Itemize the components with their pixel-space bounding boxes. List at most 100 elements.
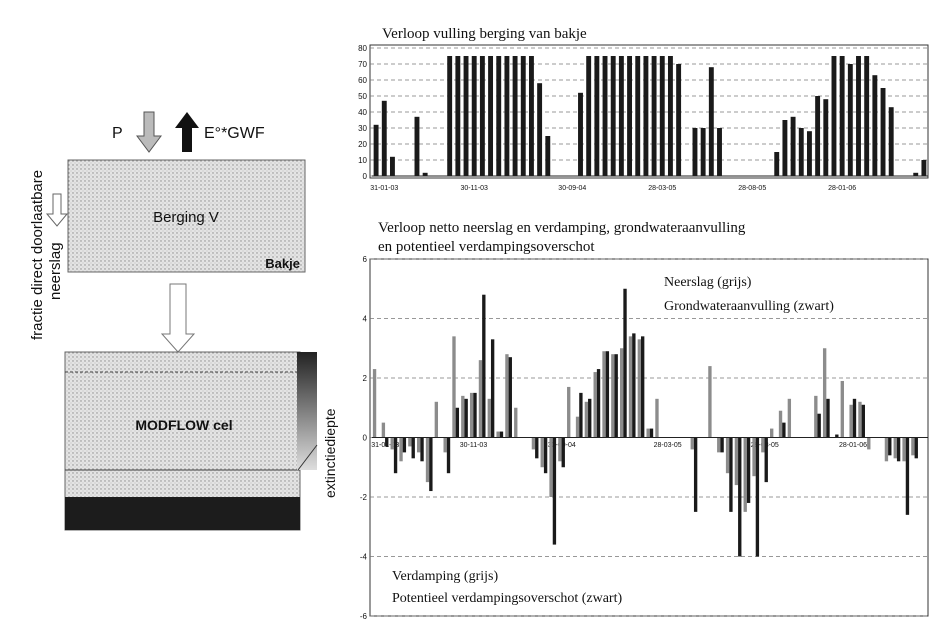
bar (532, 438, 535, 450)
annotation: Verdamping (grijs) (392, 569, 498, 584)
bar (504, 56, 509, 176)
bar (782, 423, 785, 438)
y-tick-label: 50 (358, 92, 367, 101)
precip-label: P (112, 125, 123, 142)
y-tick-label: 30 (358, 124, 367, 133)
bar (902, 438, 905, 462)
bar (807, 131, 812, 176)
bar (911, 438, 914, 456)
bar (815, 96, 820, 176)
bar (779, 411, 782, 438)
y-tick-label: 10 (358, 156, 367, 165)
bar (403, 438, 406, 453)
x-tick-label: 30-09-04 (558, 185, 586, 192)
bar (888, 438, 891, 456)
bar (744, 438, 747, 512)
bar (694, 438, 697, 512)
bar (782, 120, 787, 176)
bar (509, 357, 512, 437)
bar (894, 438, 897, 459)
bar (823, 99, 828, 176)
bucket-label: Bakje (265, 256, 300, 271)
bar (606, 351, 609, 437)
bar (643, 56, 648, 176)
bar (646, 429, 649, 438)
bar (693, 128, 698, 176)
bar (756, 438, 759, 557)
bar (488, 399, 491, 438)
bar (479, 360, 482, 437)
bar (708, 366, 711, 437)
bar (521, 56, 526, 176)
x-tick-label: 28-01-06 (828, 185, 856, 192)
exchange-arrow (162, 284, 194, 352)
x-tick-label: 30-11-03 (460, 442, 488, 449)
bar (691, 438, 694, 450)
bar (823, 348, 826, 437)
bar (635, 56, 640, 176)
bar (447, 56, 452, 176)
bar (412, 438, 415, 459)
bar (529, 56, 534, 176)
bar (447, 438, 450, 474)
bar (545, 136, 550, 176)
bar (597, 369, 600, 437)
bar (921, 160, 926, 176)
bar (455, 56, 460, 176)
bar (452, 336, 455, 437)
bar (382, 101, 387, 176)
bar (619, 56, 624, 176)
bar (535, 438, 538, 459)
bar (549, 438, 552, 498)
evap-arrow (175, 112, 199, 152)
bar (652, 56, 657, 176)
bar (473, 393, 476, 438)
bar (840, 56, 845, 176)
bar (611, 56, 616, 176)
bar (382, 423, 385, 438)
bar (544, 438, 547, 474)
bar (594, 56, 599, 176)
bar (752, 438, 755, 477)
bar (496, 56, 501, 176)
bar (862, 405, 865, 438)
y-tick-label: 70 (358, 60, 367, 69)
extinction-bar (297, 352, 317, 470)
x-tick-label: 31-01-03 (370, 185, 398, 192)
y-tick-label: 0 (363, 434, 368, 443)
cell-base (65, 497, 300, 530)
bar (496, 432, 499, 438)
bar (747, 438, 750, 503)
bar (720, 438, 723, 453)
bar (848, 64, 853, 176)
chart2-title-1: Verloop netto neerslag en verdamping, gr… (378, 220, 746, 236)
bar (655, 399, 658, 438)
bar (623, 289, 626, 438)
bar (443, 438, 446, 453)
bar (500, 432, 503, 438)
storage-label: Berging V (153, 209, 219, 226)
bar (735, 438, 738, 486)
bar (585, 402, 588, 438)
bar (818, 414, 821, 438)
y-tick-label: -2 (360, 493, 368, 502)
bar (676, 64, 681, 176)
bar (429, 438, 432, 492)
bar (627, 56, 632, 176)
bar (761, 438, 764, 453)
figure: P E°*GWF Berging V Bakje fractie direct … (0, 0, 930, 621)
bar (480, 56, 485, 176)
bar (726, 438, 729, 474)
bar (391, 438, 394, 450)
bar (417, 438, 420, 453)
bar (881, 88, 886, 176)
bar (541, 438, 544, 468)
bar (885, 438, 888, 462)
bar (615, 354, 618, 437)
bar (579, 393, 582, 438)
bar (399, 438, 402, 462)
annotation: Potentieel verdampingsoverschot (zwart) (392, 591, 622, 606)
y-tick-label: -6 (360, 612, 368, 621)
y-tick-label: 4 (363, 315, 368, 324)
bar (864, 56, 869, 176)
